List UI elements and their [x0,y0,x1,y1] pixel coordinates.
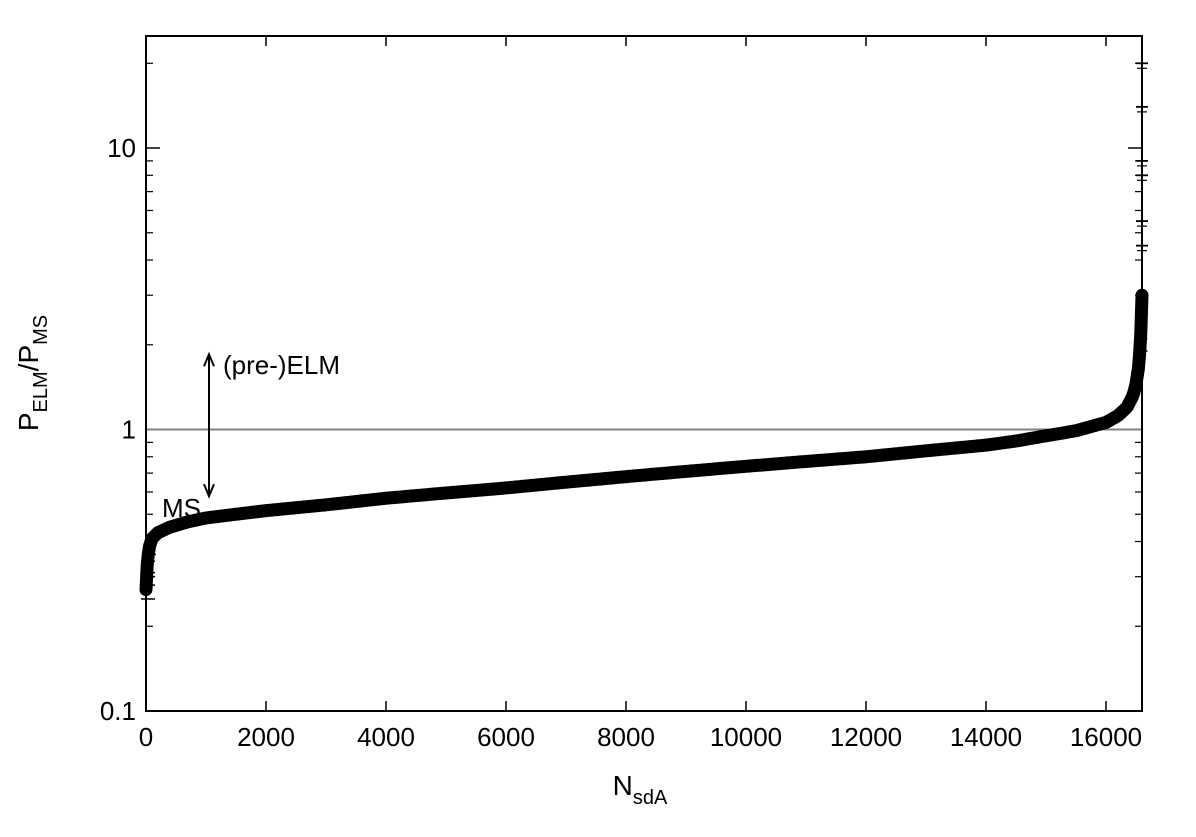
x-tick-label: 12000 [830,722,902,752]
x-tick-label: 2000 [237,722,295,752]
x-tick-label: 14000 [950,722,1022,752]
y-tick-label: 1 [122,415,136,445]
y-tick-label: 0.1 [100,696,136,726]
series-curve [139,288,1149,597]
y-tick-label: 10 [107,133,136,163]
plot-frame [145,35,1143,712]
arrow-head-up [203,351,215,367]
data-points [139,62,1149,600]
x-tick-labels: 0 2000 4000 6000 8000 10000 12000 14000 16000 [139,722,1142,752]
x-tick-label: 0 [139,722,153,752]
x-tick-label: 6000 [477,722,535,752]
arrow-head-down [203,483,215,499]
axis-ticks [145,36,1142,712]
region-arrow [203,351,215,499]
x-tick-label: 8000 [597,722,655,752]
y-tick-labels: 0.1 1 10 [100,133,136,726]
x-tick-label: 16000 [1070,722,1142,752]
y-axis-label: PELM/PMS [13,315,52,431]
annotation-ms: MS [162,493,201,523]
x-tick-label: 4000 [357,722,415,752]
annotation-pre-elm: (pre-)ELM [223,350,340,380]
x-axis-label: NsdA [613,770,668,809]
x-tick-label: 10000 [710,722,782,752]
